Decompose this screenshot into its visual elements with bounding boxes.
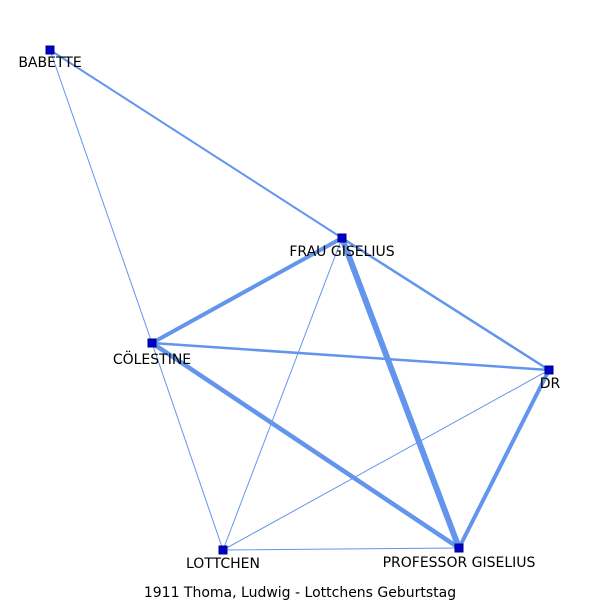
node-lottchen [218, 545, 228, 555]
labels-layer: BABETTE FRAU GISELIUS CÖLESTINE DR LOTTCHEN P… [18, 55, 560, 572]
edge-frau_giselius-lottchen [222, 237, 343, 551]
edge-coelestine-professor_giselius [149, 340, 462, 551]
node-label-professor_giselius: PROFESSOR GISELIUS [383, 555, 536, 571]
edge-frau_giselius-coelestine [150, 236, 344, 345]
node-label-lottchen: LOTTCHEN [186, 556, 260, 572]
node-label-frau_giselius: FRAU GISELIUS [289, 244, 394, 260]
edge-frau_giselius-professor_giselius [339, 235, 462, 551]
node-frau_giselius [337, 233, 347, 243]
edge-dr-professor_giselius [457, 368, 551, 550]
nodes-layer [45, 45, 554, 555]
node-coelestine [147, 338, 157, 348]
node-professor_giselius [454, 543, 464, 553]
node-babette [45, 45, 55, 55]
edge-frau_giselius-dr [340, 236, 551, 372]
edge-dr-lottchen [222, 369, 550, 551]
edge-babette-coelestine [49, 49, 153, 344]
node-label-dr: DR [540, 376, 561, 392]
edge-babette-frau_giselius [49, 49, 343, 239]
node-label-babette: BABETTE [18, 55, 81, 71]
edge-lottchen-professor_giselius [222, 547, 460, 551]
node-label-coelestine: CÖLESTINE [113, 350, 191, 368]
graph-caption: 1911 Thoma, Ludwig - Lottchens Geburtsta… [144, 585, 456, 600]
edge-coelestine-dr [150, 341, 551, 372]
node-dr [544, 365, 554, 375]
edges-layer [49, 49, 551, 551]
edge-coelestine-lottchen [151, 342, 224, 551]
